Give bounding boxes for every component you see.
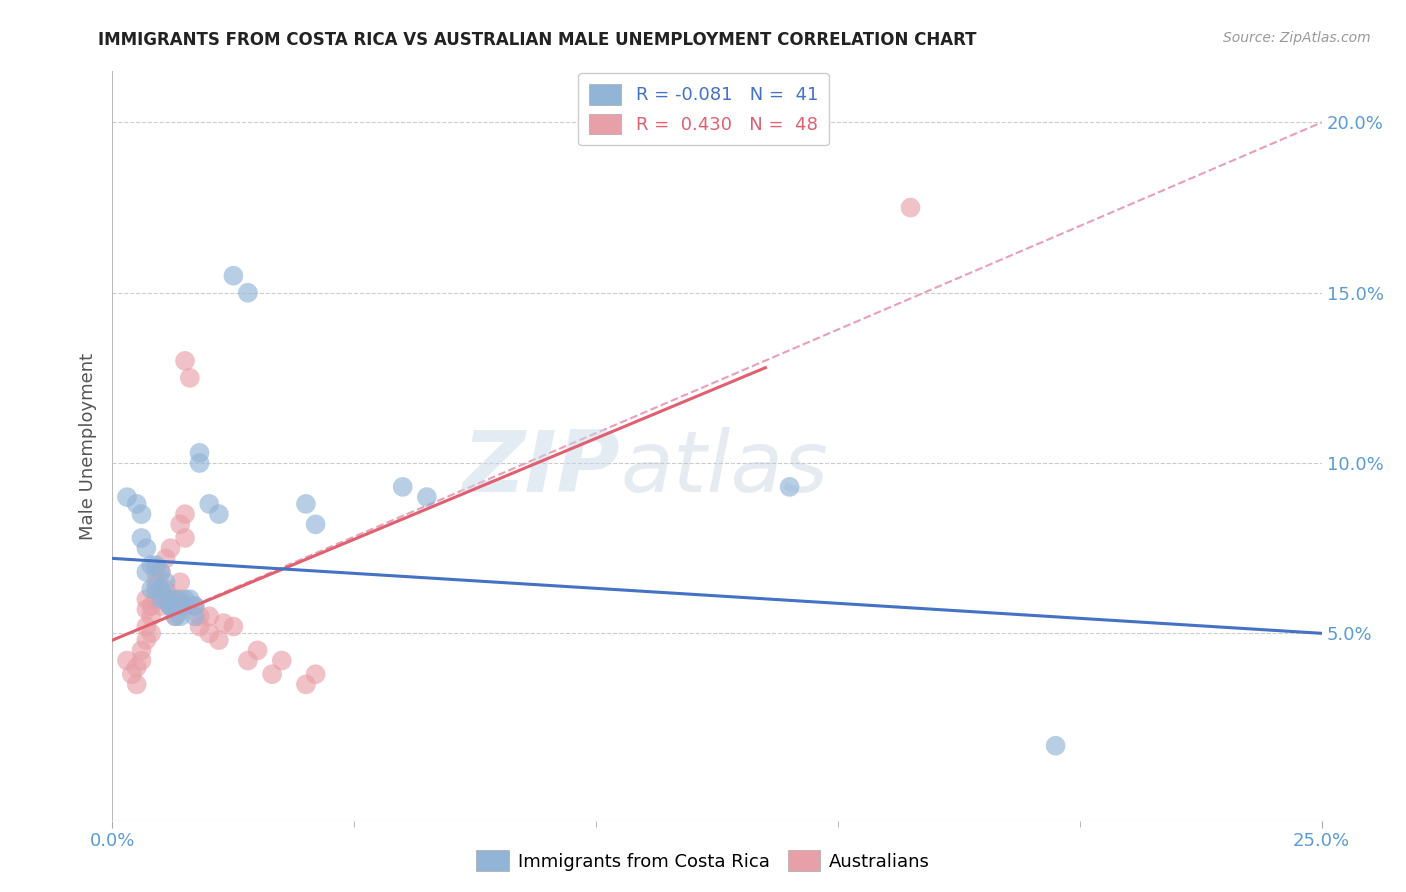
Point (174, 507, 197, 521)
Point (391, 480, 413, 494)
Point (159, 592, 181, 607)
Point (155, 592, 177, 607)
Text: ZIP: ZIP (463, 427, 620, 510)
Point (183, 599, 205, 613)
Point (145, 575, 167, 590)
Point (169, 517, 191, 532)
Point (222, 268, 245, 283)
Point (135, 541, 157, 556)
Point (145, 592, 167, 607)
Point (304, 517, 326, 532)
Point (135, 592, 157, 607)
Point (149, 592, 172, 607)
Point (135, 619, 157, 633)
Point (188, 619, 211, 633)
Point (270, 654, 292, 668)
Point (141, 582, 163, 596)
Point (131, 507, 153, 521)
Point (183, 609, 205, 624)
Point (188, 446, 211, 460)
Point (295, 677, 318, 691)
Point (198, 626, 221, 640)
Legend: R = -0.081   N =  41, R =  0.430   N =  48: R = -0.081 N = 41, R = 0.430 N = 48 (578, 73, 830, 145)
Point (141, 626, 163, 640)
Point (236, 285, 259, 300)
Point (174, 531, 197, 545)
Legend: Immigrants from Costa Rica, Australians: Immigrants from Costa Rica, Australians (468, 843, 938, 879)
Point (125, 660, 148, 674)
Point (188, 609, 211, 624)
Point (155, 575, 177, 590)
Point (159, 599, 181, 613)
Point (159, 599, 181, 613)
Point (169, 609, 191, 624)
Point (900, 201, 922, 215)
Point (131, 531, 153, 545)
Point (208, 633, 231, 648)
Point (149, 582, 172, 596)
Point (135, 565, 157, 579)
Point (141, 558, 163, 573)
Point (155, 551, 177, 566)
Point (159, 599, 181, 613)
Point (212, 616, 235, 631)
Point (115, 654, 138, 668)
Point (304, 667, 326, 681)
Point (174, 354, 197, 368)
Point (246, 643, 269, 657)
Point (165, 592, 187, 607)
Point (179, 371, 201, 385)
Text: IMMIGRANTS FROM COSTA RICA VS AUSTRALIAN MALE UNEMPLOYMENT CORRELATION CHART: IMMIGRANTS FROM COSTA RICA VS AUSTRALIAN… (98, 31, 977, 49)
Point (169, 599, 191, 613)
Point (295, 497, 318, 511)
Point (149, 565, 172, 579)
Point (141, 599, 163, 613)
Point (179, 592, 201, 607)
Point (149, 582, 172, 596)
Point (165, 609, 187, 624)
Point (155, 582, 177, 596)
Point (236, 654, 259, 668)
Point (779, 480, 801, 494)
Point (115, 490, 138, 504)
Point (198, 609, 221, 624)
Point (208, 507, 231, 521)
Point (131, 643, 153, 657)
Point (159, 541, 181, 556)
Y-axis label: Male Unemployment: Male Unemployment (79, 352, 97, 540)
Point (135, 633, 157, 648)
Point (165, 592, 187, 607)
Point (145, 565, 167, 579)
Point (169, 575, 191, 590)
Point (416, 490, 439, 504)
Point (135, 602, 157, 616)
Point (262, 667, 284, 681)
Point (1045, 739, 1067, 753)
Point (169, 592, 191, 607)
Point (121, 667, 143, 681)
Point (183, 599, 205, 613)
Point (125, 497, 148, 511)
Point (145, 558, 167, 573)
Point (131, 654, 153, 668)
Text: atlas: atlas (620, 427, 828, 510)
Point (188, 456, 211, 470)
Point (174, 592, 197, 607)
Point (149, 599, 172, 613)
Point (165, 599, 187, 613)
Point (165, 609, 187, 624)
Point (149, 565, 172, 579)
Point (145, 582, 167, 596)
Point (198, 497, 221, 511)
Point (222, 619, 245, 633)
Point (125, 677, 148, 691)
Point (159, 592, 181, 607)
Point (141, 609, 163, 624)
Text: Source: ZipAtlas.com: Source: ZipAtlas.com (1223, 31, 1371, 45)
Point (174, 599, 197, 613)
